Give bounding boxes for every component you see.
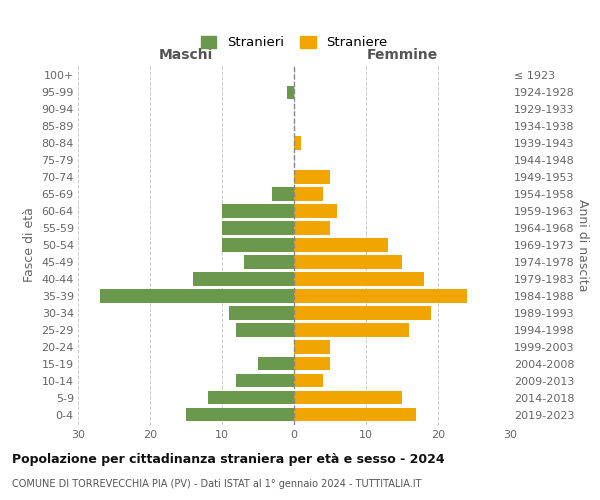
Bar xyxy=(294,170,330,183)
Bar xyxy=(258,357,294,370)
Bar xyxy=(294,204,337,218)
Bar xyxy=(294,324,409,336)
Bar xyxy=(272,188,294,200)
Bar xyxy=(294,357,330,370)
Bar xyxy=(294,374,323,388)
Text: Femmine: Femmine xyxy=(367,48,437,62)
Bar xyxy=(244,256,294,268)
Bar xyxy=(193,272,294,285)
Text: COMUNE DI TORREVECCHIA PIA (PV) - Dati ISTAT al 1° gennaio 2024 - TUTTITALIA.IT: COMUNE DI TORREVECCHIA PIA (PV) - Dati I… xyxy=(12,479,421,489)
Bar xyxy=(294,408,416,422)
Bar xyxy=(294,272,424,285)
Bar xyxy=(294,188,323,200)
Bar xyxy=(229,306,294,320)
Text: Popolazione per cittadinanza straniera per età e sesso - 2024: Popolazione per cittadinanza straniera p… xyxy=(12,452,445,466)
Legend: Stranieri, Straniere: Stranieri, Straniere xyxy=(197,32,391,54)
Bar xyxy=(294,222,330,234)
Bar xyxy=(236,324,294,336)
Bar xyxy=(294,391,402,404)
Bar xyxy=(294,340,330,353)
Bar xyxy=(222,238,294,252)
Bar xyxy=(294,136,301,149)
Y-axis label: Anni di nascita: Anni di nascita xyxy=(576,198,589,291)
Text: Maschi: Maschi xyxy=(159,48,213,62)
Bar xyxy=(287,86,294,99)
Bar xyxy=(236,374,294,388)
Bar xyxy=(222,222,294,234)
Bar xyxy=(294,306,431,320)
Y-axis label: Fasce di età: Fasce di età xyxy=(23,208,36,282)
Bar xyxy=(208,391,294,404)
Bar xyxy=(222,204,294,218)
Bar xyxy=(100,290,294,302)
Bar xyxy=(294,256,402,268)
Bar xyxy=(294,238,388,252)
Bar xyxy=(186,408,294,422)
Bar xyxy=(294,290,467,302)
